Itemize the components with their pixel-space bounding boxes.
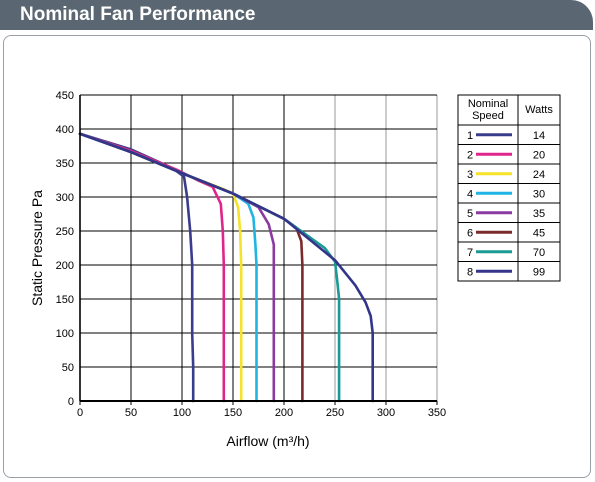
series-line-1: [78, 132, 195, 403]
legend-watts-value: 14: [533, 130, 545, 142]
series-line-2: [78, 132, 226, 403]
y-tick-label: 450: [56, 90, 74, 102]
grid-lines: [80, 94, 438, 401]
legend-header-speed: Nominal: [468, 98, 508, 110]
page-title: Nominal Fan Performance: [20, 4, 256, 25]
legend-watts-value: 20: [533, 149, 545, 161]
axes: [79, 95, 438, 405]
y-tick-label: 300: [56, 192, 74, 204]
legend-speed-label: 6: [467, 227, 473, 239]
legend-speed-label: 2: [467, 149, 473, 161]
y-tick-label: 200: [56, 260, 74, 272]
legend-speed-label: 4: [467, 188, 473, 200]
y-tick-label: 250: [56, 226, 74, 238]
series-lines: [78, 132, 375, 403]
legend-watts-value: 35: [533, 208, 545, 220]
x-tick-label: 200: [275, 407, 293, 419]
x-tick-label: 50: [125, 407, 137, 419]
series-line-5: [78, 132, 276, 403]
legend-speed-label: 5: [467, 208, 473, 220]
x-axis-title: Airflow (m³/h): [226, 433, 309, 449]
x-tick-label: 0: [77, 407, 83, 419]
legend-speed-label: 1: [467, 130, 473, 142]
x-tick-label: 250: [326, 407, 344, 419]
tick-labels: 0 50 100 150 200 250 300 350 0 50 100 150 200 250 300 3…: [56, 90, 447, 419]
legend-speed-label: 8: [467, 266, 473, 278]
legend-watts-value: 70: [533, 247, 545, 259]
y-tick-label: 150: [56, 294, 74, 306]
legend-speed-label: 7: [467, 247, 473, 259]
header-bar: Nominal Fan Performance: [0, 0, 593, 30]
y-tick-label: 350: [56, 158, 74, 170]
y-tick-label: 0: [68, 396, 74, 408]
y-tick-label: 400: [56, 124, 74, 136]
series-line-7: [78, 132, 341, 403]
legend-watts-value: 30: [533, 188, 545, 200]
y-tick-label: 100: [56, 328, 74, 340]
legend-watts-value: 45: [533, 227, 545, 239]
series-line-4: [78, 132, 258, 403]
y-tick-label: 50: [62, 362, 74, 374]
legend-box: [457, 94, 561, 282]
x-tick-label: 150: [224, 407, 242, 419]
chart-panel: [3, 35, 591, 478]
series-line-3: [78, 132, 243, 403]
x-tick-label: 100: [173, 407, 191, 419]
series-line-8: [78, 132, 375, 403]
legend-watts-value: 99: [533, 266, 545, 278]
legend-header-speed: Speed: [472, 110, 504, 122]
y-axis-title: Static Pressure Pa: [29, 190, 45, 306]
x-tick-label: 300: [377, 407, 395, 419]
legend-header-watts: Watts: [525, 104, 553, 116]
legend-watts-value: 24: [533, 169, 545, 181]
x-tick-label: 350: [428, 407, 446, 419]
legend-speed-label: 3: [467, 169, 473, 181]
